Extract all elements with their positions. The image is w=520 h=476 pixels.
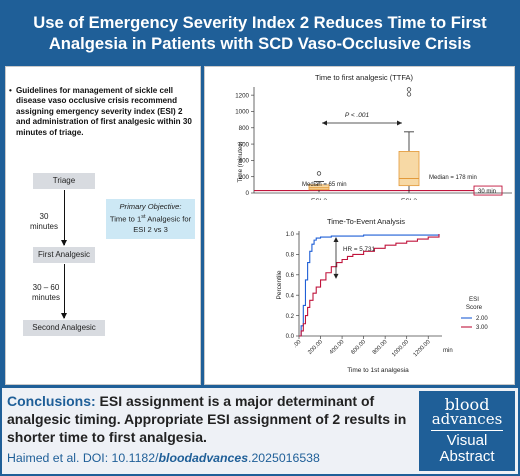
legend-label-2: 3.00	[476, 325, 488, 331]
conclusion-text: Conclusions: ESI assignment is a major d…	[7, 392, 407, 446]
hazard-ratio-label: HR = 5.731	[343, 246, 376, 253]
time-to-event-x-tick-label: 200.00	[307, 339, 324, 356]
journal-logo: blood advances Visual Abstract	[419, 391, 515, 471]
time-to-event-x-tick-label: 600.00	[350, 339, 367, 356]
p-value-label: P < .001	[345, 112, 370, 119]
time-to-event-chart: Time-To-Event Analysis Percentile Time t…	[276, 217, 488, 374]
time-to-event-marks: 2.00 3.00	[299, 234, 488, 337]
time-to-event-y-tick-label: 0.2	[286, 314, 295, 320]
flow-interval-2-line1: 30 – 60	[32, 283, 60, 292]
conclusion-body: ESI assignment is a major determinant of…	[7, 393, 407, 445]
series-line-esi3	[299, 234, 440, 337]
time-to-event-x-tick-label: 1000.00	[391, 339, 410, 358]
box-plot-chart: Time to first analgesic (TTFA) Time (min…	[235, 73, 512, 200]
box-plot-x-tick-label: ESI 2	[311, 198, 327, 200]
citation-suffix: .2025016538	[248, 451, 320, 465]
objective-line-1-pre: Time to 1	[109, 214, 142, 224]
page-title: Use of Emergency Severity Index 2 Reduce…	[2, 2, 518, 64]
box-plot-y-tick-label: 600	[239, 141, 250, 148]
median-esi2-label: Median = 65 min	[302, 182, 347, 188]
logo-blood: blood	[444, 395, 490, 414]
time-to-event-x-tick-label: 800.00	[372, 339, 389, 356]
median-esi3-label: Median = 178 min	[429, 175, 477, 181]
outlier-point	[316, 171, 322, 176]
bracket-arrow-right	[397, 120, 402, 126]
time-to-event-y-tick-label: 0.4	[286, 293, 295, 299]
logo-visual: Visual	[446, 432, 488, 449]
legend-title-2: Score	[466, 304, 483, 311]
series-line-esi2	[299, 234, 440, 337]
box-plot-y-tick-label: 400	[239, 158, 250, 165]
flow-step-triage: Triage	[33, 173, 95, 189]
time-to-event-y-tick-label: 0.0	[286, 334, 295, 340]
objective-line-2: ESI 2 vs 3	[133, 224, 168, 234]
time-to-event-title: Time-To-Event Analysis	[327, 217, 405, 226]
bullet-dot: •	[9, 86, 12, 95]
guideline-bullet: • Guidelines for management of sickle ce…	[9, 86, 197, 138]
box-plot-y-tick-label: 0	[246, 190, 250, 197]
flow-interval-1: 30 minutes	[29, 212, 58, 231]
time-to-event-x-label: Time to 1st analgesia	[347, 367, 409, 374]
legend: ESI Score	[466, 296, 483, 311]
flow-interval-2-line2: minutes	[31, 293, 60, 302]
flow-step-second-analgesic: Second Analgesic	[23, 320, 105, 336]
time-to-event-y-tick-label: 1.0	[286, 232, 295, 238]
bracket-arrow-left	[322, 120, 327, 126]
legend-title-1: ESI	[469, 296, 479, 303]
time-to-event-y-tick-label: 0.6	[286, 273, 295, 279]
time-to-event-y-label: Percentile	[276, 270, 283, 299]
outlier-point	[406, 87, 412, 92]
citation-journal: bloodadvances	[158, 451, 249, 465]
hazard-ratio-arrow-head-top	[333, 237, 339, 243]
box-plot-title: Time to first analgesic (TTFA)	[315, 73, 414, 82]
outlier-point	[406, 92, 412, 97]
box-plot-y-tick-label: 200	[239, 174, 250, 181]
flow-interval-2: 30 – 60 minutes	[30, 283, 62, 303]
box-plot-y-tick-label: 1200	[235, 92, 249, 99]
time-to-event-x-tick-label: 1200.00	[413, 339, 432, 358]
threshold-label: 30 min	[478, 189, 496, 195]
objective-line-1-sup: st	[141, 214, 146, 220]
box-plot-axes: 0 200 400 600 800 1000 1200 ESI 2 ESI 3	[235, 87, 512, 200]
time-to-event-x-tick-label: 400.00	[329, 339, 346, 356]
objective-line-1-post: Analgesic for	[145, 214, 192, 224]
flow-step-first-analgesic: First Analgesic	[33, 247, 95, 263]
citation: Haimed et al. DOI: 10.1182/bloodadvances…	[7, 451, 320, 465]
time-to-event-x-tick-label: .00	[292, 339, 302, 349]
time-to-event-x-unit: min	[443, 348, 453, 354]
objective-title: Primary Objective:	[119, 202, 182, 211]
legend-label-1: 2.00	[476, 316, 488, 322]
objective-line-1: Time to 1st Analgesic for	[106, 212, 195, 225]
logo-advances: advances	[431, 410, 503, 428]
threshold-label-box	[473, 185, 503, 196]
results-panel	[204, 66, 515, 385]
logo-rule	[431, 430, 503, 431]
conclusion-label: Conclusions:	[7, 393, 96, 409]
guideline-text: Guidelines for management of sickle cell…	[16, 86, 192, 137]
box-plot-y-tick-label: 1000	[235, 109, 249, 116]
flow-arrow-2	[61, 264, 67, 319]
title-line-1: Use of Emergency Severity Index 2 Reduce…	[33, 13, 487, 32]
box-plot-y-tick-label: 800	[239, 125, 250, 132]
primary-objective-box: Primary Objective: Time to 1st Analgesic…	[106, 199, 195, 239]
box-plot-x-tick-label: ESI 3	[401, 198, 417, 200]
title-line-2: Analgesia in Patients with SCD Vaso-Occl…	[48, 34, 472, 53]
box-esi3	[398, 151, 420, 187]
flow-arrow-1	[61, 190, 67, 246]
time-to-event-y-tick-label: 0.8	[286, 253, 295, 259]
hazard-ratio-arrow-head-bottom	[333, 273, 339, 279]
box-plot-marks	[254, 87, 503, 196]
box-plot-y-label: Time (minutes)	[237, 141, 244, 182]
logo-abstract: Abstract	[439, 448, 495, 465]
citation-prefix: Haimed et al. DOI: 10.1182/	[7, 451, 159, 465]
